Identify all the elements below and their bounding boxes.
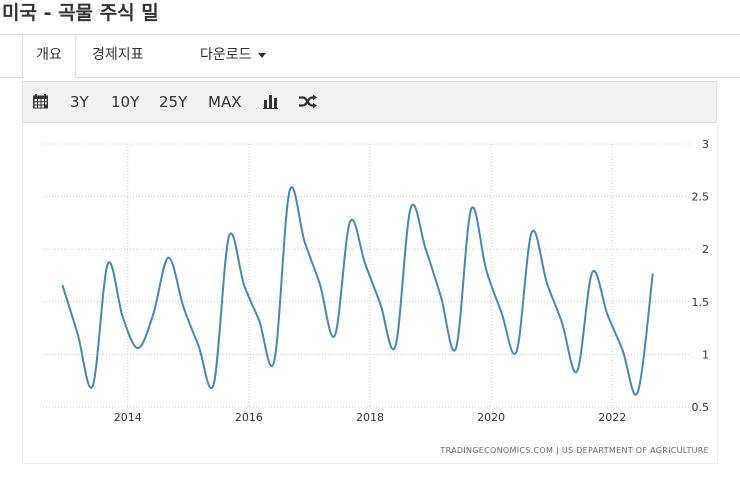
tab-bar: 개요 경제지표 다운로드 (0, 34, 740, 78)
shuffle-icon[interactable] (299, 82, 317, 122)
line-chart: 3 2.5 2 1.5 1 0.5 2014 2016 2018 2020 2022 TRADIN… (43, 138, 710, 455)
range-25y-button[interactable]: 25Y (159, 93, 188, 111)
x-tick-label: 2020 (477, 411, 505, 424)
range-max-button[interactable]: MAX (208, 93, 242, 111)
y-tick-label: 2 (702, 243, 709, 256)
tab-indicators[interactable]: 경제지표 (92, 47, 144, 63)
x-tick-label: 2014 (114, 411, 142, 424)
bar-chart-icon[interactable] (263, 82, 278, 122)
caret-down-icon (257, 52, 266, 58)
y-tick-label: 1 (702, 348, 709, 361)
chart-container: 3 2.5 2 1.5 1 0.5 2014 2016 2018 2020 2022 TRADIN… (22, 124, 718, 464)
tab-overview[interactable]: 개요 (22, 35, 76, 78)
source-label: TRADINGECONOMICS.COM | US DEPARTMENT OF … (439, 446, 709, 455)
page-title: 미국 - 곡물 주식 밀 (2, 2, 159, 24)
chart-toolbar: 3Y 10Y 25Y MAX (22, 81, 717, 123)
range-3y-button[interactable]: 3Y (70, 93, 89, 111)
y-tick-label: 2.5 (692, 191, 710, 204)
tab-download-label: 다운로드 (200, 47, 252, 63)
calendar-icon[interactable] (33, 82, 48, 122)
y-tick-label: 1.5 (692, 296, 710, 309)
series-line (61, 186, 654, 396)
x-tick-label: 2018 (356, 411, 384, 424)
range-10y-button[interactable]: 10Y (111, 93, 140, 111)
x-tick-label: 2016 (235, 411, 263, 424)
x-tick-label: 2022 (598, 411, 626, 424)
y-tick-label: 0.5 (692, 401, 710, 414)
y-tick-label: 3 (702, 138, 709, 151)
tab-download[interactable]: 다운로드 (200, 35, 266, 76)
